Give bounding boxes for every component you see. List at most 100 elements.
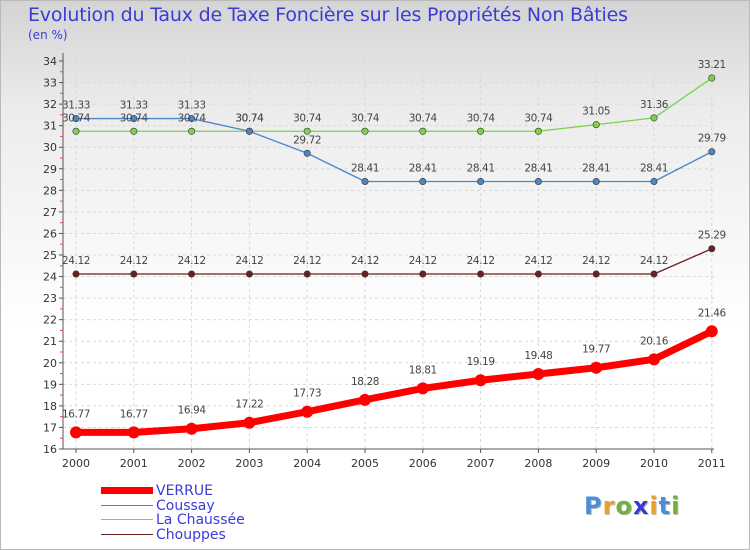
y-tick-label: 17 (43, 421, 57, 434)
legend-swatch-la-chaussee (101, 519, 153, 520)
x-tick-label: 2008 (524, 457, 552, 470)
data-point (72, 115, 80, 123)
data-label: 30.74 (524, 112, 553, 124)
data-point (303, 149, 311, 157)
data-label: 30.74 (351, 112, 380, 124)
series-line-coussay (75, 117, 713, 183)
x-tick-label: 2003 (235, 457, 263, 470)
data-point (243, 416, 256, 429)
x-tick-label: 2006 (409, 457, 437, 470)
data-label: 30.74 (467, 112, 496, 124)
y-unit-label: (en %) (28, 28, 68, 42)
data-point (648, 353, 660, 366)
legend-item-la-chaussee[interactable]: La Chaussée (101, 513, 301, 528)
data-point (419, 177, 427, 185)
data-label: 19.19 (467, 356, 495, 368)
legend-item-chouppes[interactable]: Chouppes (101, 528, 301, 543)
data-point (359, 393, 371, 406)
legend-label-la-chaussee: La Chaussée (156, 512, 245, 528)
y-tick-label: 25 (43, 249, 57, 262)
y-tick-label: 19 (43, 378, 57, 391)
y-tick-label: 24 (43, 271, 57, 284)
data-point (130, 115, 138, 123)
data-point (188, 270, 196, 278)
data-label: 24.12 (582, 255, 610, 267)
data-point (708, 74, 716, 82)
legend-label-verrue: VERRUE (156, 483, 213, 499)
data-point (650, 177, 658, 185)
chart-title: Evolution du Taux de Taxe Foncière sur l… (28, 4, 628, 26)
data-point (130, 270, 138, 278)
data-label: 24.12 (524, 255, 552, 267)
data-label: 28.41 (409, 162, 437, 174)
data-label: 30.74 (293, 112, 322, 124)
data-point (534, 127, 542, 135)
x-tick-label: 2001 (120, 457, 148, 470)
y-tick-label: 31 (43, 120, 57, 133)
data-label: 17.22 (235, 399, 263, 411)
y-tick-label: 20 (43, 357, 57, 370)
legend-label-coussay: Coussay (156, 497, 215, 514)
data-label: 24.12 (62, 255, 90, 267)
data-point (70, 426, 82, 439)
data-label: 30.74 (235, 112, 264, 124)
data-label: 18.28 (351, 376, 379, 388)
data-point (592, 270, 600, 278)
y-tick-label: 27 (43, 206, 57, 219)
data-point (416, 382, 429, 395)
data-label: 24.12 (351, 255, 379, 267)
data-point (303, 270, 311, 278)
data-point (188, 127, 196, 135)
data-point (477, 270, 485, 278)
data-point (72, 270, 80, 278)
legend-item-coussay[interactable]: Coussay (101, 499, 301, 514)
legend-item-verrue[interactable]: VERRUE (101, 484, 301, 499)
data-point (303, 127, 311, 135)
legend-label-chouppes: Chouppes (156, 526, 226, 543)
data-label: 24.12 (467, 255, 495, 267)
data-point (127, 426, 140, 439)
data-point (534, 270, 542, 278)
data-label: 31.05 (582, 106, 610, 118)
y-tick-label: 18 (43, 400, 57, 413)
series-line-chouppes (75, 248, 713, 275)
legend-swatch-coussay (101, 504, 153, 506)
data-label: 28.41 (351, 162, 379, 174)
x-tick-label: 2007 (467, 457, 495, 470)
data-label: 33.21 (698, 59, 726, 71)
data-label: 20.16 (640, 335, 669, 347)
data-label: 24.12 (235, 255, 263, 267)
data-label: 28.41 (524, 162, 552, 174)
data-point (708, 148, 716, 156)
data-label: 16.77 (62, 408, 90, 420)
y-tick-label: 32 (43, 98, 57, 111)
legend-swatch-verrue (101, 487, 153, 494)
data-point (650, 114, 658, 122)
data-point (477, 177, 485, 185)
legend: VERRUE Coussay La Chaussée Chouppes (101, 484, 301, 542)
y-tick-label: 16 (43, 443, 57, 456)
data-point (477, 127, 485, 135)
data-point (72, 127, 80, 135)
data-label: 30.74 (235, 112, 264, 124)
data-point (590, 361, 603, 374)
x-tick-label: 2005 (351, 457, 379, 470)
data-point (245, 127, 253, 135)
data-point (361, 177, 369, 185)
data-point (130, 127, 138, 135)
y-tick-label: 30 (43, 141, 57, 154)
proxiti-logo: Proxiti (584, 492, 681, 520)
data-label: 24.12 (640, 255, 668, 267)
data-point (592, 177, 600, 185)
data-point (188, 115, 196, 123)
data-label: 25.29 (698, 230, 726, 242)
data-label: 28.41 (582, 162, 610, 174)
data-point (185, 422, 198, 435)
data-label: 24.12 (293, 255, 321, 267)
data-label: 30.74 (120, 112, 149, 124)
data-label: 17.73 (293, 388, 321, 400)
data-point (650, 270, 658, 278)
y-tick-label: 23 (43, 292, 57, 305)
